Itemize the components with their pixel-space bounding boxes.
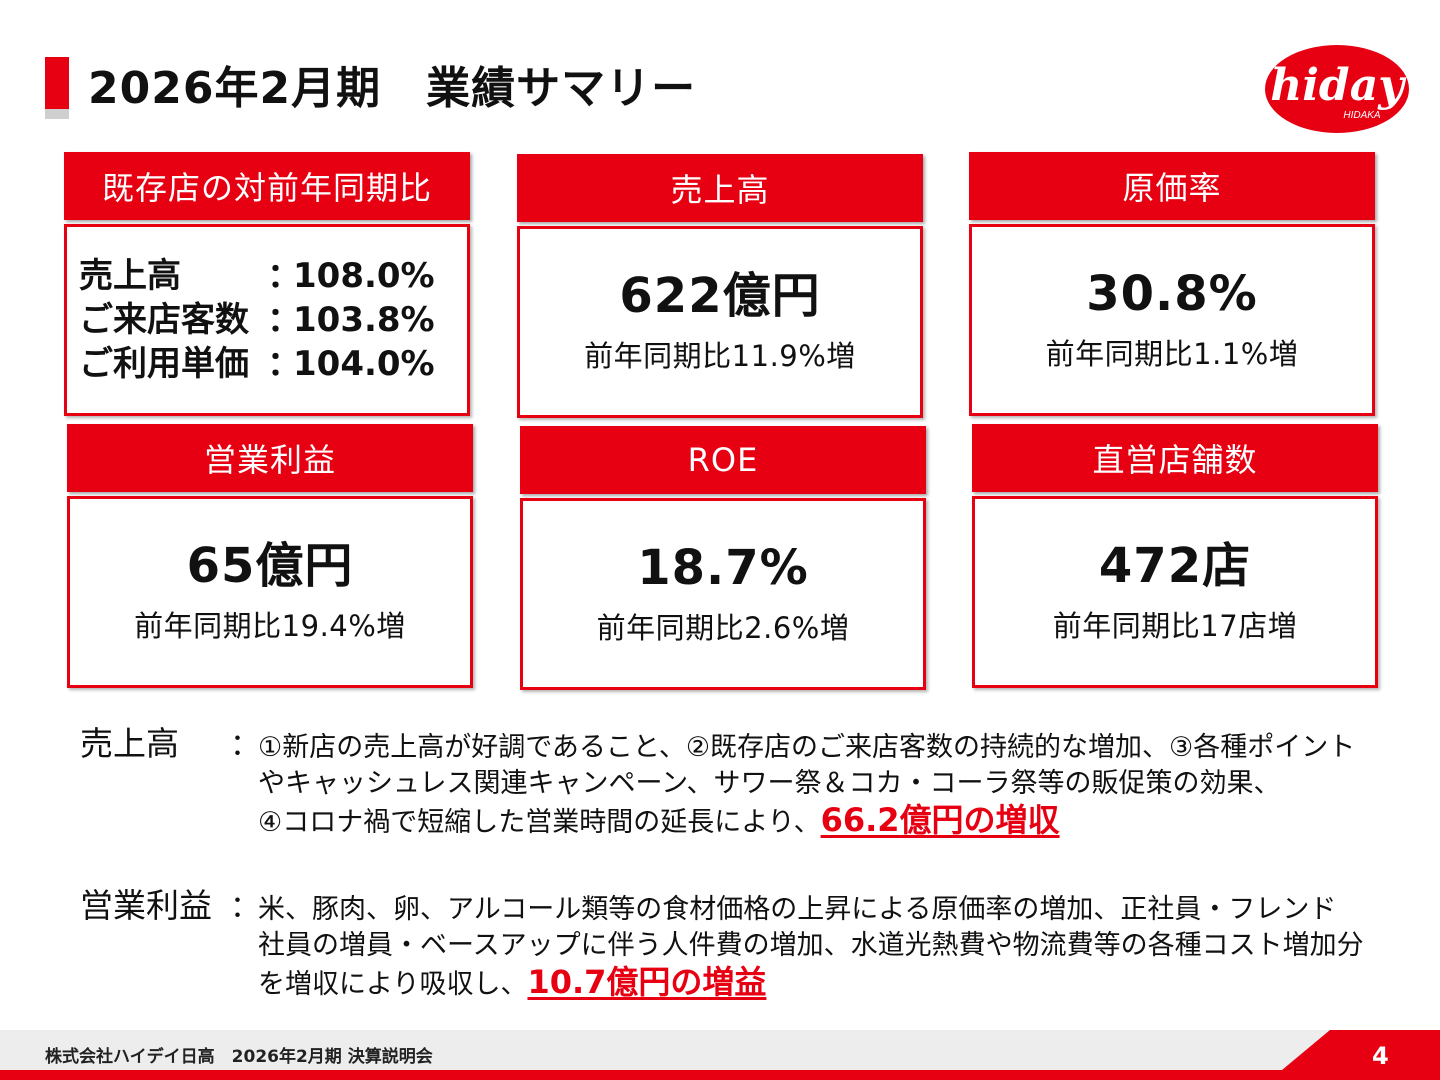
footer-company: 株式会社ハイデイ日高 2026年2月期 決算説明会	[45, 1047, 433, 1067]
existing-colon: ：	[267, 300, 301, 340]
card-sales: 売上高 622億円 前年同期比11.9%増	[517, 154, 923, 418]
note-op-head: 営業利益	[80, 886, 212, 925]
logo-subtext: HIDAKA	[1343, 110, 1381, 121]
card-op-body: 65億円 前年同期比19.4%増	[67, 496, 473, 688]
note-sales-line3-text: ④コロナ禍で短縮した営業時間の延長により、	[258, 807, 821, 838]
card-operating-profit: 営業利益 65億円 前年同期比19.4%増	[67, 424, 473, 688]
existing-value: 104.0%	[293, 344, 435, 384]
note-sales-highlight: 66.2億円の増収	[820, 801, 1060, 839]
card-sales-sub: 前年同期比11.9%増	[584, 338, 856, 373]
page-title: 2026年2月期 業績サマリー	[88, 63, 697, 114]
note-op-line3: を増収により吸収し、10.7億円の増益	[258, 964, 1418, 1003]
footer-band	[0, 1030, 1440, 1070]
card-store-count: 直営店舗数 472店 前年同期比17店増	[972, 424, 1378, 688]
card-stores-title: 直営店舗数	[972, 424, 1378, 492]
card-roe-value: 18.7%	[637, 540, 809, 597]
note-sales-line3: ④コロナ禍で短縮した営業時間の延長により、66.2億円の増収	[258, 802, 1418, 841]
card-cost-sub: 前年同期比1.1%増	[1045, 336, 1299, 371]
note-sales: 売上高 ： ①新店の売上高が好調であること、②既存店のご来店客数の持続的な増加、…	[80, 726, 1420, 846]
existing-row-sales: 売上高 ： 108.0%	[79, 254, 435, 298]
title-accent-shadow	[45, 109, 69, 119]
note-op-text: 米、豚肉、卵、アルコール類等の食材価格の上昇による原価率の増加、正社員・フレンド…	[258, 892, 1418, 1003]
card-stores-body: 472店 前年同期比17店増	[972, 496, 1378, 688]
existing-row-customers: ご来店客数 ： 103.8%	[79, 298, 435, 342]
existing-colon: ：	[267, 344, 301, 384]
card-op-value: 65億円	[186, 538, 354, 595]
card-roe-title: ROE	[520, 426, 926, 494]
existing-label: 売上高	[79, 256, 181, 296]
footer-red-line	[0, 1070, 1440, 1080]
note-op-line3-text: を増収により吸収し、	[258, 969, 528, 1000]
card-op-title: 営業利益	[67, 424, 473, 492]
note-sales-line2: やキャッシュレス関連キャンペーン、サワー祭＆コカ・コーラ祭等の販促策の効果、	[258, 768, 1281, 799]
note-op-line2: 社員の増員・ベースアップに伴う人件費の増加、水道光熱費や物流費等の各種コスト増加…	[258, 930, 1364, 961]
card-existing-store: 既存店の対前年同期比 売上高 ： 108.0% ご来店客数 ： 103.8% ご…	[64, 152, 470, 416]
existing-value: 103.8%	[293, 300, 435, 340]
card-cost-title: 原価率	[969, 152, 1375, 220]
footer-corner-shape	[1270, 1030, 1440, 1080]
card-cost-rate: 原価率 30.8% 前年同期比1.1%増	[969, 152, 1375, 416]
card-cost-body: 30.8% 前年同期比1.1%増	[969, 224, 1375, 416]
card-roe-body: 18.7% 前年同期比2.6%増	[520, 498, 926, 690]
note-op-highlight: 10.7億円の増益	[527, 963, 767, 1001]
note-operating-profit: 営業利益 ： 米、豚肉、卵、アルコール類等の食材価格の上昇による原価率の増加、正…	[80, 888, 1420, 1008]
page-number: 4	[1372, 1042, 1389, 1070]
card-stores-sub: 前年同期比17店増	[1052, 608, 1298, 643]
card-sales-title: 売上高	[517, 154, 923, 222]
logo-text: hiday	[1270, 60, 1407, 111]
existing-label: ご来店客数	[79, 300, 249, 340]
note-sales-colon: ：	[230, 728, 260, 763]
title-accent-bar	[45, 57, 69, 109]
note-op-line1: 米、豚肉、卵、アルコール類等の食材価格の上昇による原価率の増加、正社員・フレンド	[258, 894, 1337, 925]
existing-value: 108.0%	[293, 256, 435, 296]
card-sales-value: 622億円	[619, 268, 821, 325]
card-cost-value: 30.8%	[1086, 266, 1258, 323]
note-sales-head: 売上高	[80, 724, 179, 763]
card-sales-body: 622億円 前年同期比11.9%増	[517, 226, 923, 418]
existing-colon: ：	[267, 256, 301, 296]
card-existing-body: 売上高 ： 108.0% ご来店客数 ： 103.8% ご利用単価 ： 104.…	[64, 224, 470, 416]
note-sales-line1: ①新店の売上高が好調であること、②既存店のご来店客数の持続的な増加、③各種ポイン…	[258, 732, 1356, 763]
company-logo: hiday HIDAKA	[1265, 45, 1409, 133]
card-existing-title: 既存店の対前年同期比	[64, 152, 470, 220]
card-stores-value: 472店	[1098, 538, 1252, 595]
card-roe-sub: 前年同期比2.6%増	[596, 610, 850, 645]
note-op-colon: ：	[230, 890, 260, 925]
existing-row-unit-price: ご利用単価 ： 104.0%	[79, 342, 435, 386]
card-op-sub: 前年同期比19.4%増	[134, 608, 406, 643]
card-roe: ROE 18.7% 前年同期比2.6%増	[520, 426, 926, 690]
existing-label: ご利用単価	[79, 344, 249, 384]
note-sales-text: ①新店の売上高が好調であること、②既存店のご来店客数の持続的な増加、③各種ポイン…	[258, 730, 1418, 841]
